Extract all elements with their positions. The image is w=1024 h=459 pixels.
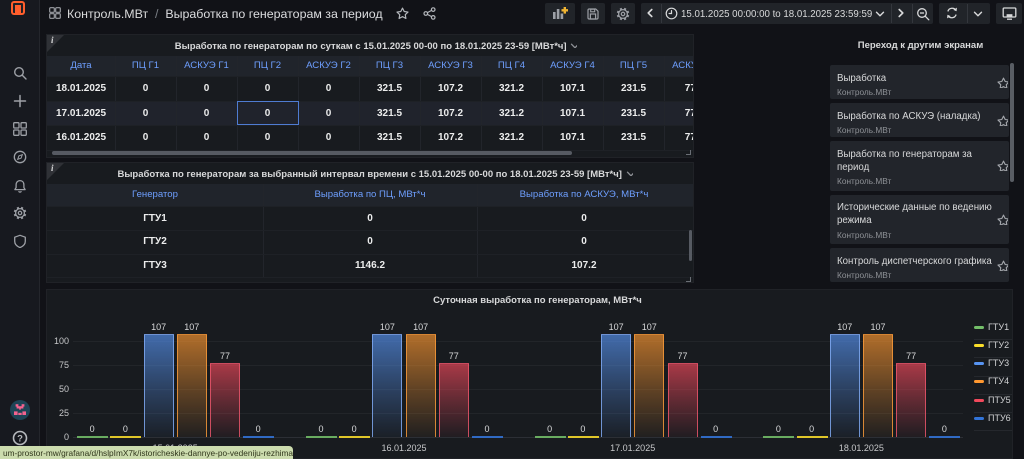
svg-text:?: ? (17, 433, 23, 444)
